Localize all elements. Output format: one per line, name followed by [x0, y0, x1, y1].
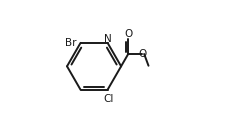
Text: Br: Br [64, 38, 76, 48]
Text: O: O [124, 29, 132, 39]
Text: O: O [138, 49, 146, 59]
Text: Cl: Cl [103, 94, 114, 104]
Text: N: N [104, 34, 112, 44]
